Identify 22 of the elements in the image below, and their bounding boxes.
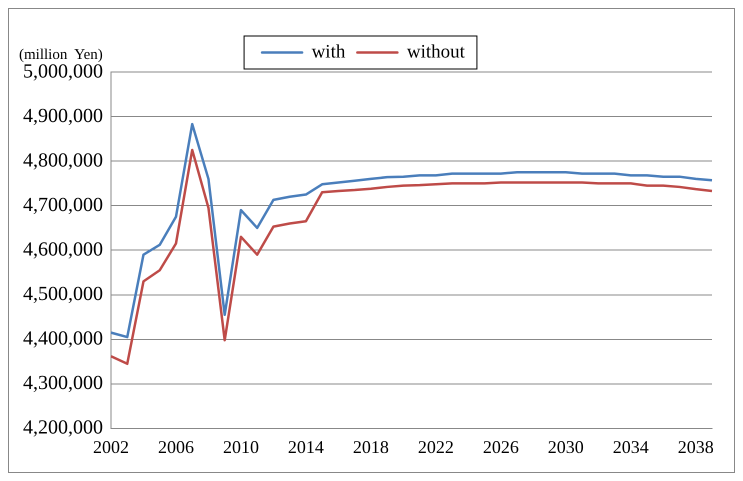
x-tick-label: 2018 xyxy=(352,436,389,457)
x-tick-label: 2006 xyxy=(158,436,194,457)
x-tick-label: 2034 xyxy=(612,436,649,457)
y-tick-label: 4,900,000 xyxy=(23,104,103,127)
y-tick-label: 4,600,000 xyxy=(23,238,103,260)
y-tick-label: 4,700,000 xyxy=(23,194,103,216)
x-tick-label: 2002 xyxy=(93,436,129,457)
y-tick-label: 4,200,000 xyxy=(23,416,103,439)
x-tick-label: 2022 xyxy=(418,436,454,457)
y-tick-label: 4,300,000 xyxy=(23,372,103,394)
y-tick-label: 4,500,000 xyxy=(23,283,103,305)
x-tick-label: 2010 xyxy=(222,436,259,457)
x-tick-label: 2014 xyxy=(288,436,324,457)
legend-label: without xyxy=(406,41,466,62)
y-tick-label: 4,400,000 xyxy=(23,328,103,350)
y-tick-label: 5,000,000 xyxy=(23,60,103,82)
y-axis-title: (million Yen) xyxy=(19,46,103,63)
x-tick-label: 2038 xyxy=(678,436,714,457)
legend-label: with xyxy=(312,41,346,62)
x-tick-label: 2026 xyxy=(482,436,519,457)
x-tick-label: 2030 xyxy=(548,436,584,457)
y-tick-label: 4,800,000 xyxy=(23,149,103,172)
